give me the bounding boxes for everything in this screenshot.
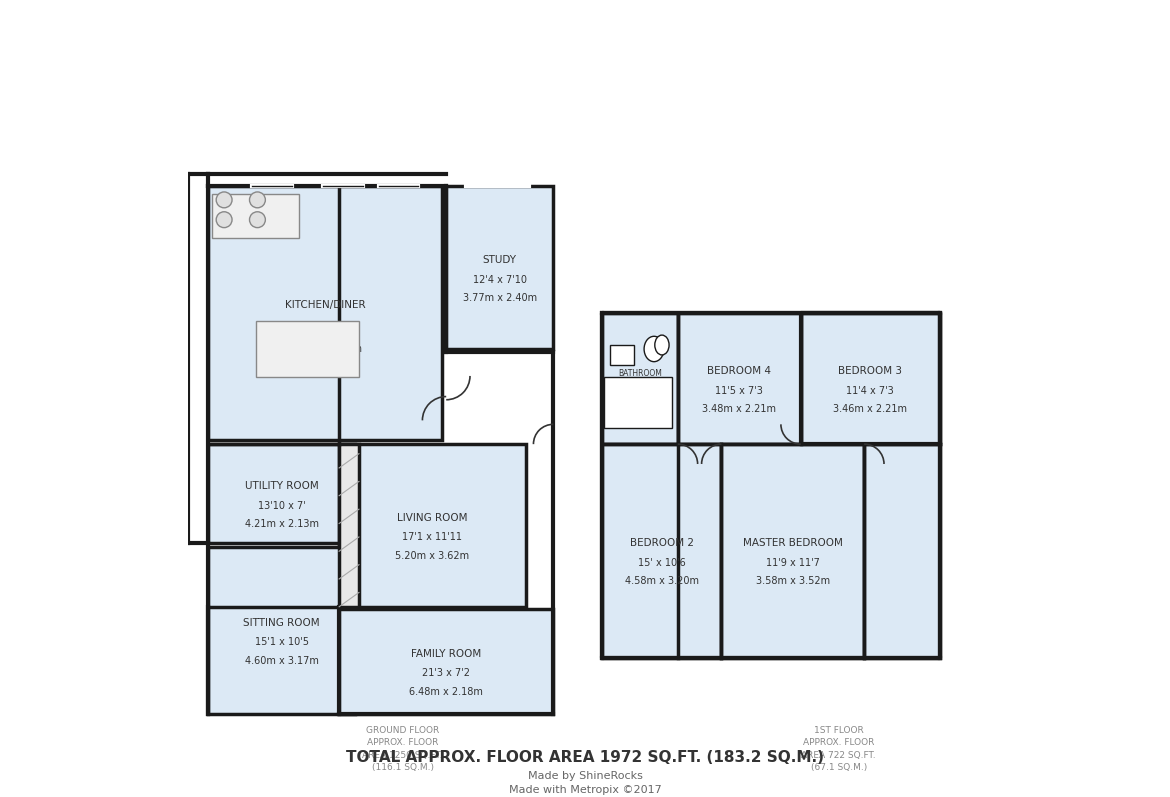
Text: 4.60m x 3.17m: 4.60m x 3.17m	[245, 656, 318, 665]
Bar	[446, 186, 553, 349]
Text: 7.99m x 3.97m: 7.99m x 3.97m	[288, 344, 363, 354]
Text: KITCHEN/DINER: KITCHEN/DINER	[285, 300, 365, 310]
Bar	[800, 313, 940, 444]
Text: BEDROOM 2: BEDROOM 2	[629, 538, 694, 548]
Text: 12'4 x 7'10: 12'4 x 7'10	[473, 275, 526, 285]
Text: UTILITY ROOM: UTILITY ROOM	[245, 481, 318, 491]
Text: 3.77m x 2.40m: 3.77m x 2.40m	[462, 292, 537, 303]
Text: STUDY: STUDY	[483, 255, 517, 265]
Ellipse shape	[645, 336, 663, 362]
Text: 3.46m x 2.21m: 3.46m x 2.21m	[833, 404, 907, 414]
Text: 2.40m x 2.07m: 2.40m x 2.07m	[613, 398, 667, 404]
Bar	[208, 444, 355, 544]
Bar	[677, 313, 800, 444]
Ellipse shape	[655, 335, 669, 355]
Text: Made with Metropix ©2017: Made with Metropix ©2017	[509, 785, 661, 795]
Text: 3.58m x 3.52m: 3.58m x 3.52m	[756, 576, 830, 587]
Circle shape	[216, 192, 232, 208]
Text: MASTER BEDROOM: MASTER BEDROOM	[743, 538, 842, 548]
Text: 7'10 x 6'9: 7'10 x 6'9	[622, 385, 658, 391]
Circle shape	[249, 192, 266, 208]
Bar	[339, 609, 553, 714]
Text: 15' x 10'6: 15' x 10'6	[638, 558, 686, 568]
Bar	[212, 194, 300, 238]
Text: LIVING ROOM: LIVING ROOM	[397, 512, 468, 523]
Bar	[603, 444, 722, 658]
Bar	[603, 313, 677, 444]
Bar	[611, 345, 634, 365]
Text: BATHROOM: BATHROOM	[618, 370, 662, 379]
Bar	[722, 444, 865, 658]
Text: 4.58m x 3.20m: 4.58m x 3.20m	[625, 576, 698, 587]
Text: 4.21m x 2.13m: 4.21m x 2.13m	[245, 519, 318, 529]
Circle shape	[216, 212, 232, 228]
Bar	[677, 444, 722, 658]
Text: 11'4 x 7'3: 11'4 x 7'3	[846, 386, 894, 395]
Circle shape	[249, 212, 266, 228]
Text: 1ST FLOOR
APPROX. FLOOR
AREA 722 SQ.FT.
(67.1 SQ.M.): 1ST FLOOR APPROX. FLOOR AREA 722 SQ.FT. …	[801, 726, 876, 772]
Text: 11'5 x 7'3: 11'5 x 7'3	[715, 386, 763, 395]
Text: BEDROOM 3: BEDROOM 3	[838, 366, 902, 376]
Text: TOTAL APPROX. FLOOR AREA 1972 SQ.FT. (183.2 SQ.M.): TOTAL APPROX. FLOOR AREA 1972 SQ.FT. (18…	[346, 749, 824, 764]
Text: 6.48m x 2.18m: 6.48m x 2.18m	[410, 686, 483, 697]
Text: 3.48m x 2.21m: 3.48m x 2.21m	[702, 404, 776, 414]
Text: 11'9 x 11'7: 11'9 x 11'7	[766, 558, 820, 568]
Bar	[339, 444, 359, 607]
Text: Made by ShineRocks: Made by ShineRocks	[528, 771, 642, 781]
Text: 13'10 x 7': 13'10 x 7'	[257, 501, 305, 511]
Bar	[208, 548, 355, 714]
Text: SITTING ROOM: SITTING ROOM	[243, 618, 319, 627]
Text: BEDROOM 4: BEDROOM 4	[708, 366, 771, 376]
Bar	[339, 444, 525, 607]
Text: FAMILY ROOM: FAMILY ROOM	[411, 649, 481, 658]
Bar	[256, 321, 359, 377]
Text: 26'3 x 13': 26'3 x 13'	[302, 324, 349, 334]
Bar	[865, 444, 940, 658]
Text: 15'1 x 10'5: 15'1 x 10'5	[255, 638, 309, 647]
Bar	[604, 377, 673, 428]
Text: 21'3 x 7'2: 21'3 x 7'2	[422, 669, 470, 678]
Text: 17'1 x 11'11: 17'1 x 11'11	[402, 532, 462, 542]
Bar	[208, 186, 442, 440]
Text: GROUND FLOOR
APPROX. FLOOR
AREA 1250 SQ.FT.
(116.1 SQ.M.): GROUND FLOOR APPROX. FLOOR AREA 1250 SQ.…	[363, 726, 442, 772]
Text: 5.20m x 3.62m: 5.20m x 3.62m	[395, 551, 469, 560]
